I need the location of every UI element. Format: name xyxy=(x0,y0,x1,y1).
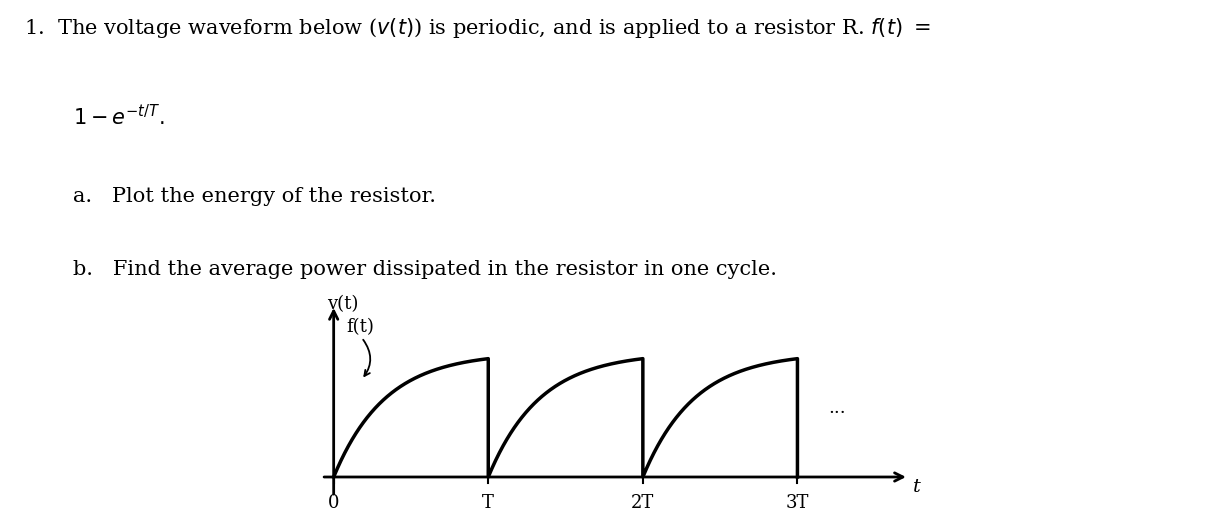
Text: T: T xyxy=(482,495,494,512)
Text: b.   Find the average power dissipated in the resistor in one cycle.: b. Find the average power dissipated in … xyxy=(73,260,777,279)
Text: v(t): v(t) xyxy=(327,295,359,313)
Text: 3T: 3T xyxy=(785,495,810,512)
Text: f(t): f(t) xyxy=(347,319,375,336)
Text: $1 - e^{-t/T}.$: $1 - e^{-t/T}.$ xyxy=(73,104,165,129)
Text: 1.  The voltage waveform below ($v(t)$) is periodic, and is applied to a resisto: 1. The voltage waveform below ($v(t)$) i… xyxy=(24,16,931,40)
Text: ...: ... xyxy=(828,399,846,418)
Text: t: t xyxy=(914,478,921,496)
Text: a.   Plot the energy of the resistor.: a. Plot the energy of the resistor. xyxy=(73,187,436,206)
Text: 0: 0 xyxy=(328,495,339,512)
Text: 2T: 2T xyxy=(631,495,654,512)
